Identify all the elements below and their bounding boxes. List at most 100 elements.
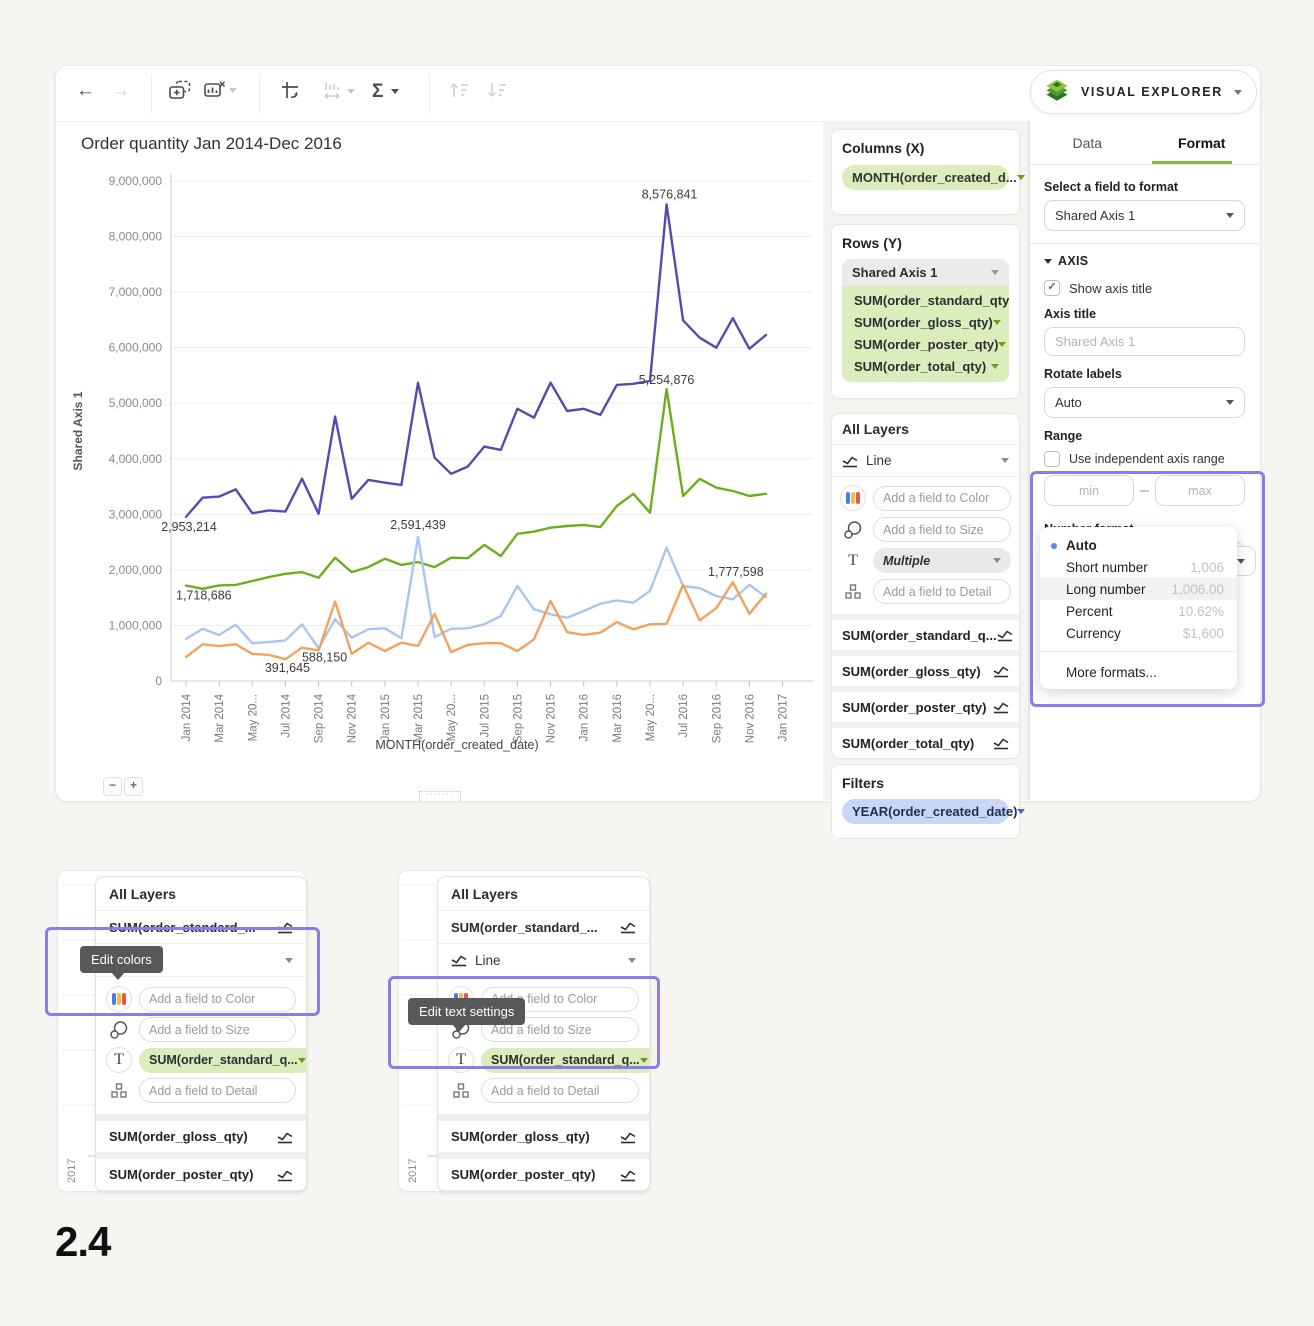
color-icon[interactable] [840,485,866,511]
detail-icon[interactable] [106,1083,132,1098]
menu-item-label: Auto [1066,537,1097,553]
text-icon[interactable]: T [448,1047,474,1073]
zoom-in-button[interactable]: + [124,777,143,796]
remove-chart-caret[interactable] [229,87,237,93]
rows-field[interactable]: SUM(order_poster_qty) [842,333,1009,355]
text-field-caret[interactable] [993,558,1001,563]
layer-series-row[interactable]: SUM(order_poster_qty) [438,1159,649,1190]
chart-type-dropdown[interactable]: Line [438,944,649,977]
shared-axis-caret[interactable] [991,270,999,275]
menu-item-long-number[interactable]: Long number 1,006.00 [1040,578,1237,600]
bar-width-button[interactable] [322,80,355,102]
redo-button[interactable]: → [111,80,130,101]
detail-field-input[interactable]: Add a field to Detail [481,1078,639,1103]
range-max-input[interactable] [1154,475,1245,506]
detail-field-input[interactable]: Add a field to Detail [873,579,1011,604]
axis-title-input[interactable] [1044,327,1245,356]
chart-type-dropdown[interactable]: Line [832,445,1019,477]
menu-item-percent[interactable]: Percent 10.62% [1040,600,1237,622]
sort-ascending-button[interactable] [448,80,470,100]
text-field-pill[interactable]: SUM(order_standard_q... [139,1047,306,1073]
aggregate-caret[interactable] [391,89,400,94]
data-point-label: 5,254,876 [639,373,695,387]
remove-chart-button[interactable] [204,80,237,100]
text-field-value: SUM(order_standard_q... [491,1053,640,1067]
rows-field-caret[interactable] [998,341,1007,347]
aggregate-button[interactable]: Σ [372,82,400,101]
swap-axes-button[interactable] [280,80,302,102]
x-tick-label: May 20... [247,694,259,741]
zoom-out-button[interactable]: − [103,777,122,796]
layer-series-row[interactable]: SUM(order_poster_qty) [832,692,1019,722]
resize-handle[interactable]: ······· [419,790,461,801]
range-min-input[interactable] [1044,475,1135,506]
rotate-labels-dropdown[interactable]: Auto [1044,387,1245,418]
tab-data[interactable]: Data [1072,134,1103,151]
layer-series-row[interactable]: SUM(order_standard_... [96,911,306,944]
rows-field[interactable]: SUM(order_gloss_qty) [842,311,1009,333]
rows-field-caret[interactable] [992,319,1001,325]
filter-field-caret[interactable] [1017,809,1026,814]
filter-field-pill[interactable]: YEAR(order_created_date) [842,799,1026,824]
layer-series-row[interactable]: SUM(order_total_qty) [832,728,1019,758]
chart-type-caret[interactable] [285,957,293,963]
layer-series-row[interactable]: SUM(order_gloss_qty) [438,1121,649,1152]
figure-number: 2.4 [55,1218,111,1265]
filter-field-label: YEAR(order_created_date) [852,804,1018,819]
size-field-input[interactable]: Add a field to Size [139,1017,296,1042]
visual-explorer-caret[interactable] [1234,89,1242,95]
layer-series-row[interactable]: SUM(order_standard_q... [832,620,1019,650]
number-format-menu: Auto Short number 1,006 Long number 1,006.… [1040,527,1237,689]
duplicate-chart-glyph [169,80,191,99]
layer-series-row[interactable]: SUM(order_gloss_qty) [832,656,1019,686]
field-to-format-dropdown[interactable]: Shared Axis 1 [1044,200,1245,231]
size-icon[interactable] [106,1020,132,1040]
layer-series-row[interactable]: SUM(order_standard_... [438,911,649,944]
text-icon[interactable]: T [106,1047,132,1073]
detail-field-input[interactable]: Add a field to Detail [139,1078,296,1103]
columns-field-caret[interactable] [1016,175,1025,180]
menu-item-short-number[interactable]: Short number 1,006 [1040,556,1237,578]
toolbar: ← → [56,66,823,122]
bar-width-caret[interactable] [347,88,355,94]
menu-item-auto[interactable]: Auto [1040,534,1237,556]
menu-item-currency[interactable]: Currency $1,600 [1040,622,1237,644]
duplicate-chart-icon[interactable] [169,80,191,100]
visual-explorer-button[interactable]: VISUAL EXPLORER [1030,70,1257,114]
layer-series-row[interactable]: SUM(order_poster_qty) [96,1159,306,1190]
shared-axis-pill[interactable]: Shared Axis 1 [842,259,1009,286]
chart-type-caret[interactable] [628,957,636,963]
independent-range-checkbox[interactable] [1044,451,1060,467]
shared-axis-label: Shared Axis 1 [852,265,938,280]
menu-item-more-formats[interactable]: More formats... [1066,664,1157,680]
detail-icon[interactable] [448,1083,474,1098]
bar-width-glyph [324,82,340,100]
text-field-pill[interactable]: Multiple [873,548,1011,573]
x-tick-label: Nov 2015 [546,694,558,743]
columns-field-pill[interactable]: MONTH(order_created_d... [842,165,1025,190]
layer-series-row[interactable]: SUM(order_gloss_qty) [96,1121,306,1152]
size-icon[interactable] [840,520,866,540]
undo-button[interactable]: ← [76,80,95,101]
sort-descending-button[interactable] [486,80,508,100]
series-line-3 [184,581,768,661]
size-field-input[interactable]: Add a field to Size [873,517,1011,542]
color-field-input[interactable]: Add a field to Color [873,485,1011,511]
text-field-caret[interactable] [639,1057,648,1063]
chart-type-caret[interactable] [1001,458,1009,463]
axis-section-header[interactable]: AXIS [1044,254,1245,268]
text-field-caret[interactable] [297,1057,306,1063]
color-field-input[interactable]: Add a field to Color [139,986,296,1012]
x-tick-label: Jul 2015 [479,694,491,737]
show-axis-title-checkbox[interactable]: ✓ [1044,280,1060,296]
menu-item-example: $1,600 [1182,625,1224,641]
color-icon[interactable] [106,986,132,1012]
rows-field[interactable]: SUM(order_standard_qty) [842,289,1009,311]
rows-field-caret[interactable] [991,363,999,369]
rows-field[interactable]: SUM(order_total_qty) [842,355,1009,377]
field-to-format-caret [1226,213,1234,218]
text-icon[interactable]: T [848,551,858,569]
tab-format[interactable]: Format [1178,134,1226,151]
text-field-pill[interactable]: SUM(order_standard_q... [481,1047,649,1073]
detail-icon[interactable] [840,584,866,599]
